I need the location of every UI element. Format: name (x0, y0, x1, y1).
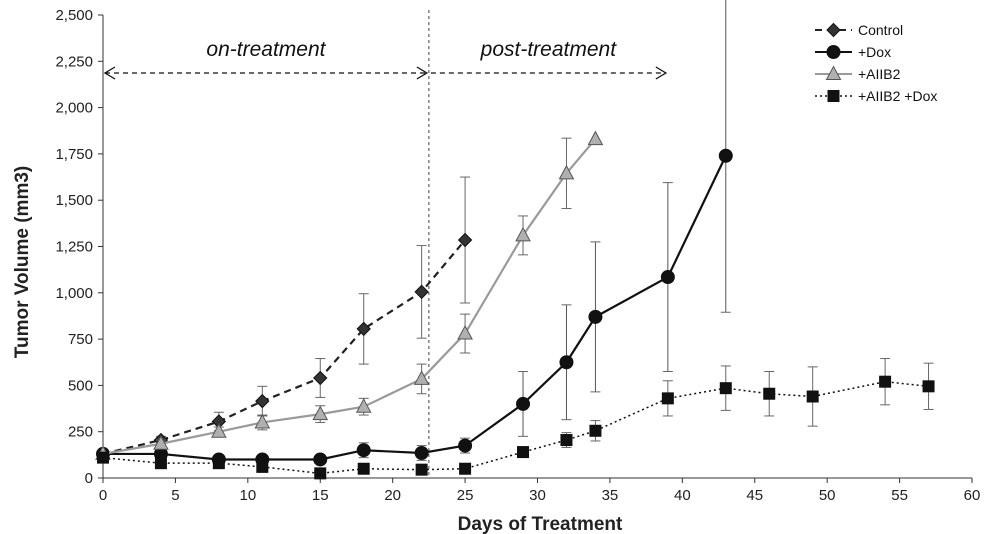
data-point (357, 462, 370, 475)
data-point (254, 413, 271, 429)
x-tick-label: 25 (457, 487, 474, 504)
data-point (356, 443, 371, 458)
data-point (355, 398, 372, 413)
data-point (879, 375, 892, 388)
legend-label: Control (858, 22, 903, 38)
y-axis-title: Tumor Volume (mm3) (12, 166, 33, 358)
annotation-arrowhead-left (103, 66, 116, 80)
x-tick-label: 30 (529, 487, 546, 504)
series-line (102, 380, 929, 475)
data-point (153, 435, 169, 450)
data-point (312, 405, 329, 421)
data-point (825, 65, 842, 80)
x-tick-label: 35 (602, 487, 619, 504)
x-tick-label: 45 (746, 487, 763, 504)
data-point (589, 424, 602, 437)
y-tick-label: 500 (68, 377, 93, 394)
data-point (255, 393, 270, 409)
data-point (414, 445, 429, 460)
data-point (97, 451, 109, 464)
data-point (827, 90, 840, 102)
data-point (356, 321, 371, 337)
data-point (212, 457, 225, 470)
y-tick-label: 2,000 (55, 100, 93, 117)
x-tick-label: 5 (171, 487, 179, 504)
y-tick-label: 2,500 (55, 7, 93, 24)
series-aiib2-dox (97, 358, 935, 480)
annotations: on-treatment post-treatment (103, 10, 668, 478)
data-point (922, 380, 935, 393)
data-point (457, 324, 473, 340)
y-tick-label: 1,250 (55, 239, 93, 256)
data-point (457, 232, 473, 248)
data-point (558, 164, 575, 180)
data-point (587, 130, 604, 146)
series-control (95, 176, 473, 462)
data-point (516, 396, 531, 411)
data-point (211, 423, 227, 438)
y-tick-label: 750 (68, 331, 93, 348)
data-point (559, 355, 574, 370)
x-tick-label: 15 (312, 487, 329, 504)
data-point (414, 284, 429, 300)
data-point (313, 452, 328, 467)
data-point (826, 45, 841, 59)
data-point (806, 390, 819, 403)
series-dox (96, 0, 733, 467)
data-point (560, 434, 573, 447)
data-point (313, 370, 328, 386)
data-point (718, 148, 733, 163)
x-tick-label: 0 (99, 487, 107, 504)
error-bars (98, 176, 471, 458)
y-tick-label: 1,750 (55, 146, 93, 163)
data-point (517, 446, 530, 459)
y-tick-label: 2,250 (55, 53, 93, 70)
x-tick-label: 50 (819, 487, 836, 504)
x-tick-label: 20 (384, 487, 401, 504)
data-point (763, 387, 776, 400)
series-layer (95, 0, 935, 480)
x-axis-title: Days of Treatment (458, 514, 623, 534)
data-point (459, 462, 472, 475)
legend-label: +AIIB2 (858, 66, 901, 82)
data-point (154, 457, 167, 470)
y-tick-label: 1,500 (55, 192, 93, 209)
data-point (256, 460, 269, 473)
x-tick-label: 40 (674, 487, 691, 504)
error-bars (98, 137, 572, 457)
error-bars (98, 0, 731, 463)
data-point (515, 226, 531, 242)
data-point (314, 467, 327, 480)
data-point (415, 463, 428, 476)
x-tick-label: 60 (964, 487, 981, 504)
annotation-arrowhead-right (655, 66, 668, 80)
annotation-arrowhead-right (416, 66, 429, 80)
data-point (458, 438, 473, 453)
legend-label: +Dox (858, 44, 891, 60)
series-line (103, 155, 727, 461)
y-tick-label: 250 (68, 424, 93, 441)
data-point (413, 370, 430, 385)
series-line (102, 239, 466, 455)
legend: Control +Dox +AIIB2 +AIIB2 +Dox (815, 22, 937, 104)
y-tick-label: 0 (85, 470, 93, 487)
y-tick-label: 1,000 (55, 285, 93, 302)
series-aiib2 (95, 130, 604, 460)
axes: 02505007501,0001,2501,5001,7502,0002,250… (55, 7, 980, 504)
data-point (826, 22, 841, 38)
legend-label: +AIIB2 +Dox (858, 88, 937, 104)
data-point (588, 309, 603, 324)
annotation-label: on-treatment (206, 38, 326, 61)
data-point (719, 382, 732, 395)
annotation-label: post-treatment (480, 38, 618, 61)
data-point (660, 270, 675, 285)
data-point (661, 392, 674, 405)
x-tick-label: 10 (239, 487, 256, 504)
x-tick-label: 55 (891, 487, 908, 504)
